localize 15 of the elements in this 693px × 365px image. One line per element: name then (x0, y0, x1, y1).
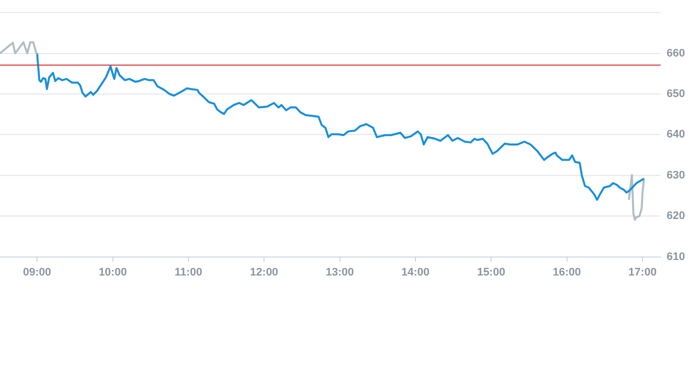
x-tick-label: 17:00 (628, 266, 657, 278)
x-tick-label: 09:00 (23, 266, 52, 278)
x-tick-label: 14:00 (401, 266, 430, 278)
x-tick-label: 10:00 (98, 266, 127, 278)
y-tick-label: 620 (666, 210, 686, 222)
x-tick-label: 13:00 (326, 266, 354, 278)
x-tick-label: 16:00 (552, 266, 581, 278)
y-tick-label: 610 (666, 250, 686, 263)
y-tick-label: 660 (666, 47, 686, 60)
x-tick-label: 15:00 (477, 266, 506, 278)
y-tick-label: 650 (666, 88, 686, 100)
x-tick-label: 12:00 (250, 266, 278, 278)
y-tick-label: 640 (666, 128, 686, 141)
x-tick-label: 11:00 (174, 266, 202, 278)
y-tick-label: 630 (666, 169, 686, 182)
